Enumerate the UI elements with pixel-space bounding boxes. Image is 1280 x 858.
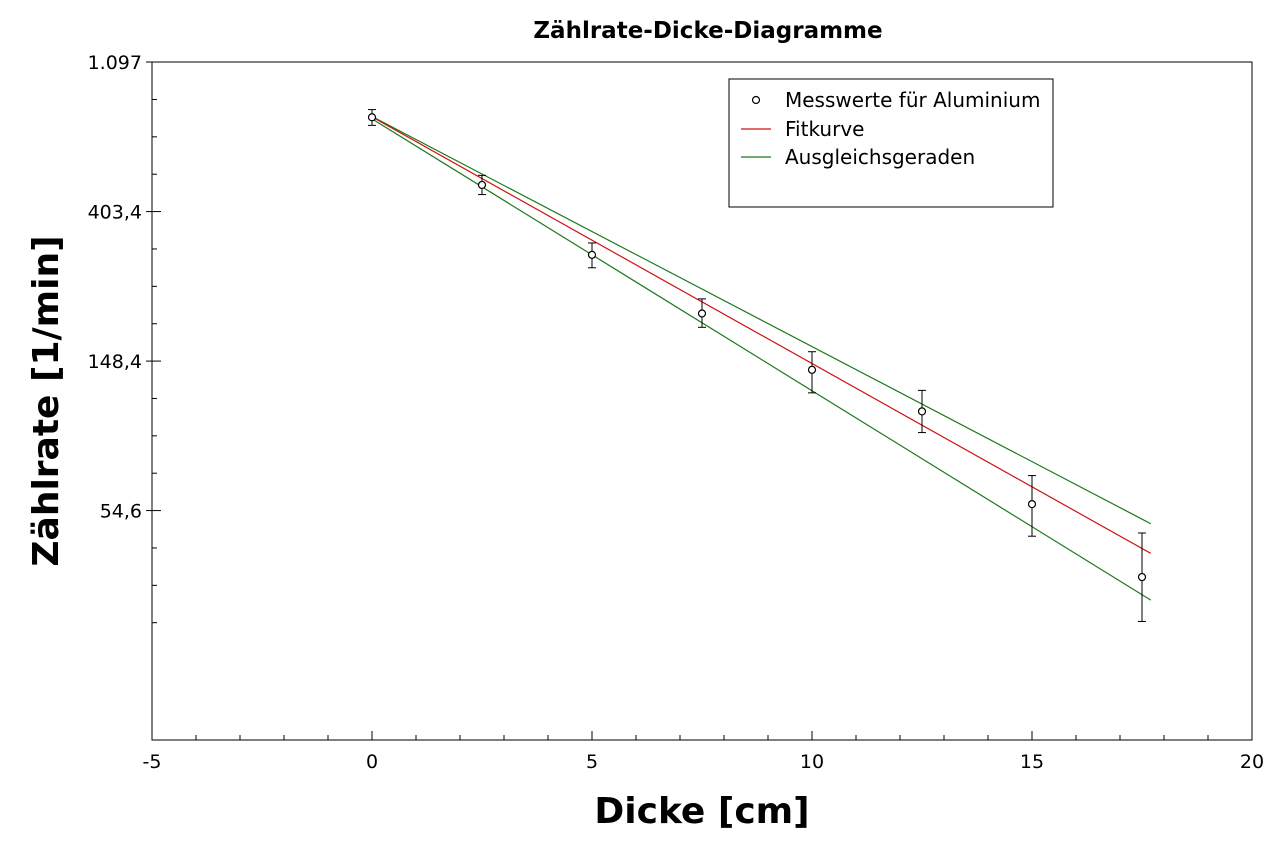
data-point [1027, 500, 1037, 509]
data-point [587, 250, 597, 259]
x-tick-label: 5 [586, 751, 598, 773]
data-point [807, 365, 817, 374]
x-tick-label: 20 [1240, 751, 1264, 773]
data-point [367, 113, 377, 122]
x-tick-label: 0 [366, 751, 378, 773]
legend: Messwerte für Aluminium Fitkurve Ausglei… [728, 78, 1054, 208]
legend-frame [728, 78, 1054, 208]
x-tick-label: 15 [1020, 751, 1044, 773]
data-point [1137, 572, 1147, 582]
y-tick-label: 403,4 [88, 202, 142, 224]
x-axis: -5 0 5 10 15 20 [143, 731, 1264, 773]
data-point [477, 180, 487, 190]
y-tick-label: 1.097 [88, 52, 142, 74]
legend-label-fitkurve: Fitkurve [785, 117, 864, 141]
plot-area [151, 61, 1253, 741]
y-axis-label: Zählrate [1/min] [26, 235, 67, 566]
y-axis: 1.097 403,4 148,4 54,6 [88, 52, 161, 624]
data-point [917, 407, 927, 416]
fitkurve-line [371, 116, 1152, 554]
legend-label-messwerte: Messwerte für Aluminium [785, 88, 1040, 112]
x-axis-label: Dicke [cm] [594, 791, 809, 832]
ausgleichsgerade-line-1 [371, 115, 1152, 525]
x-tick-label: -5 [143, 751, 162, 773]
y-tick-label: 54,6 [100, 501, 142, 523]
chart-title: Zählrate-Dicke-Diagramme [533, 18, 882, 44]
plot-frame [151, 61, 1253, 741]
x-tick-label: 10 [800, 751, 824, 773]
legend-label-ausgleichsgeraden: Ausgleichsgeraden [785, 145, 975, 169]
y-tick-label: 148,4 [88, 351, 142, 373]
legend-marker-messwerte [751, 95, 761, 105]
series-layer [367, 109, 1152, 623]
ausgleichsgerade-line-2 [371, 118, 1152, 601]
data-point [697, 309, 707, 318]
